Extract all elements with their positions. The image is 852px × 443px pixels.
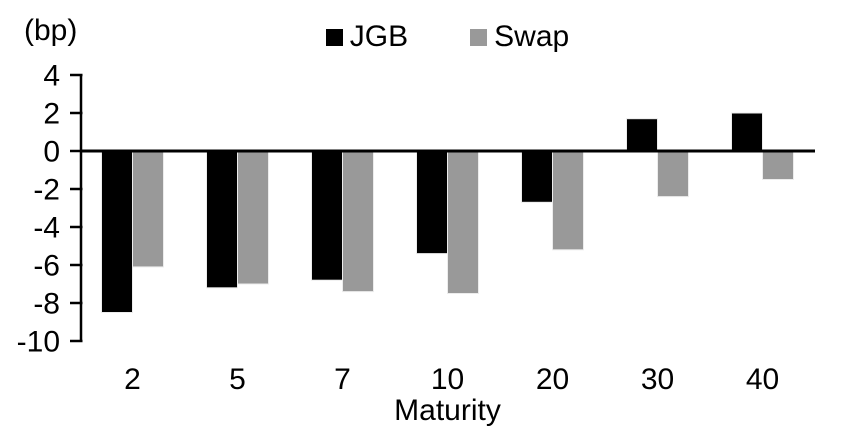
- y-axis-tick-label: -6: [33, 250, 60, 283]
- legend-item-swap: Swap: [470, 22, 569, 52]
- jgb-swatch-icon: [325, 28, 343, 46]
- y-axis-tick-label: 2: [43, 98, 60, 131]
- y-axis-tick-label: -2: [33, 174, 60, 207]
- jgb-bar-5: [206, 150, 238, 289]
- x-axis-tick-label: 20: [536, 363, 569, 396]
- x-axis-tick-label: 40: [746, 363, 779, 396]
- x-axis-tick-label: 2: [124, 363, 141, 396]
- swap-bar-2: [132, 150, 164, 268]
- y-axis-tick-label: -10: [17, 326, 60, 359]
- swap-bar-7: [342, 150, 374, 293]
- swap-bar-20: [552, 150, 584, 251]
- x-axis-title: Maturity: [394, 394, 501, 427]
- y-axis-tick-label: 0: [43, 136, 60, 169]
- legend-label-jgb: JGB: [349, 20, 409, 53]
- x-axis-tick-label: 10: [431, 363, 464, 396]
- swap-bar-10: [447, 150, 479, 294]
- jgb-bar-40: [731, 112, 763, 152]
- y-axis-tick-label: 4: [43, 60, 60, 93]
- jgb-bar-7: [311, 150, 343, 281]
- legend-label-swap: Swap: [494, 20, 570, 53]
- swap-bar-40: [762, 150, 794, 180]
- chart-legend: JGB Swap: [80, 22, 815, 52]
- x-axis-tick-label: 7: [334, 363, 351, 396]
- swap-swatch-icon: [470, 28, 488, 46]
- y-axis-tick-label: -8: [33, 288, 60, 321]
- jgb-bar-20: [521, 150, 553, 203]
- x-axis-tick-label: 5: [229, 363, 246, 396]
- jgb-bar-30: [626, 118, 658, 152]
- swap-bar-30: [657, 150, 689, 198]
- x-axis-tick-label: 30: [641, 363, 674, 396]
- y-axis-unit-label: (bp): [24, 14, 78, 47]
- jgb-bar-2: [101, 150, 133, 313]
- jgb-bar-10: [416, 150, 448, 255]
- y-axis-tick-label: -4: [33, 212, 60, 245]
- legend-item-jgb: JGB: [325, 20, 409, 53]
- swap-bar-5: [237, 150, 269, 285]
